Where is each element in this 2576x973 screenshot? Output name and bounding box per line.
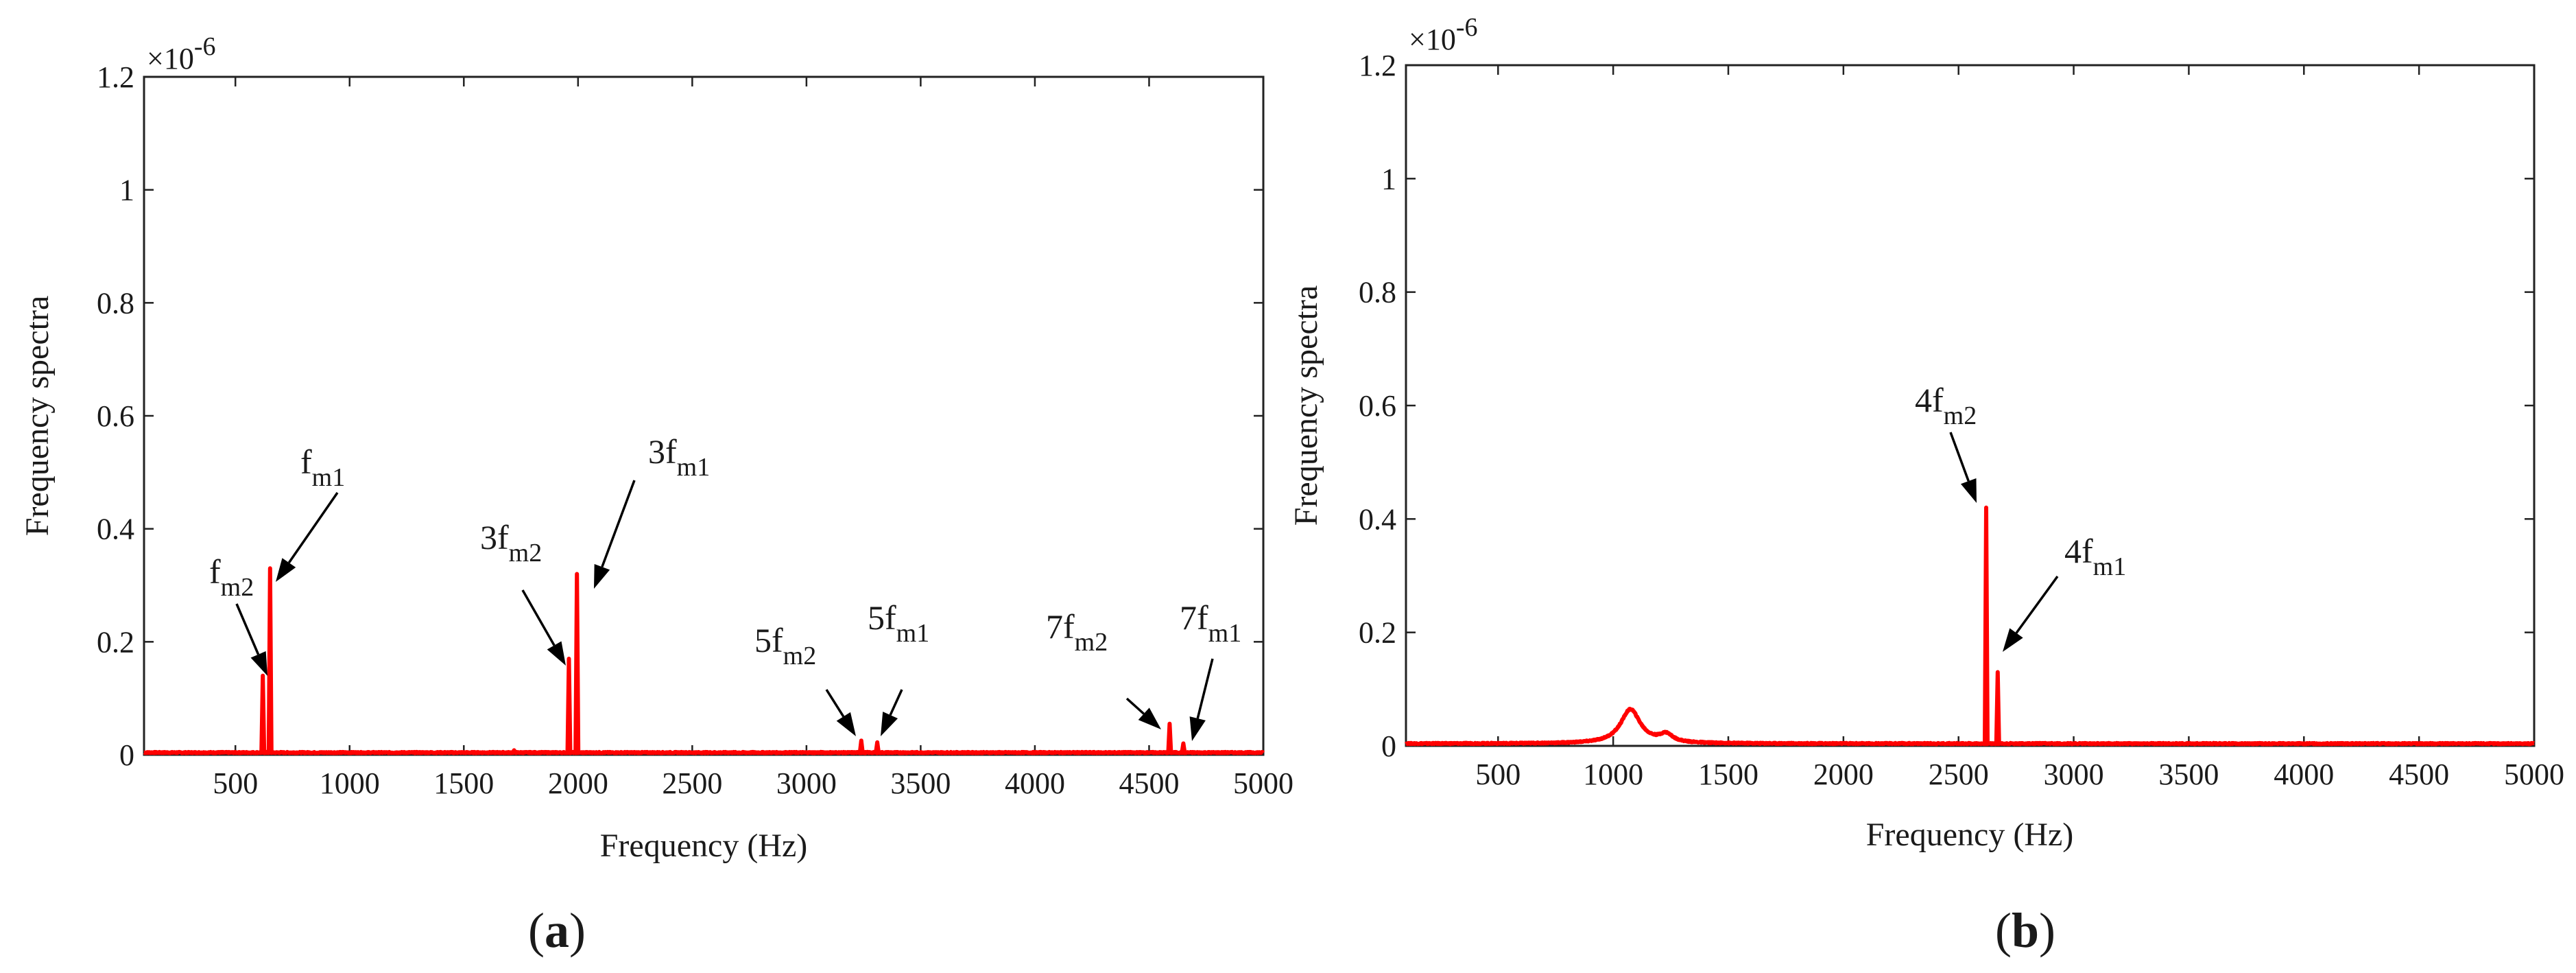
peak-annotation-a: 3fm2 [480, 518, 542, 567]
x-tick-label-b: 4500 [2389, 758, 2449, 791]
y-exponent-label-a: ×10-6 [147, 32, 215, 75]
annotation-arrow-a [235, 603, 260, 655]
annotation-arrow-a [601, 480, 636, 567]
panel-label-b: (b) [1995, 903, 2055, 958]
annotation-arrowhead-a [836, 712, 856, 736]
x-tick-label-b: 3000 [2044, 758, 2104, 791]
annotation-arrow-a [287, 492, 339, 564]
y-exponent-label-b: ×10-6 [1409, 13, 1477, 56]
x-tick-label-b: 5000 [2504, 758, 2564, 791]
y-tick-label-b: 0.2 [1359, 616, 1396, 650]
peak-annotation-a: 5fm2 [754, 621, 816, 670]
annotation-arrowhead-a [250, 651, 267, 676]
annotation-arrow-a [889, 689, 903, 716]
x-tick-label-a: 3000 [776, 766, 837, 800]
x-tick-label-b: 2500 [1929, 758, 1989, 791]
peak-annotation-a: 3fm1 [648, 432, 710, 482]
annotation-arrow-b [1949, 432, 1970, 482]
x-tick-label-b: 4000 [2274, 758, 2334, 791]
y-tick-label-a: 1.2 [97, 60, 134, 94]
peak-annotation-a: fm2 [209, 552, 254, 602]
x-tick-label-a: 5000 [1233, 766, 1293, 800]
y-tick-label-b: 1 [1381, 162, 1396, 196]
annotation-arrow-a [521, 589, 556, 646]
peak-annotation-b: 4fm1 [2064, 532, 2126, 581]
x-tick-label-a: 4000 [1005, 766, 1065, 800]
y-tick-label-a: 0 [119, 738, 134, 772]
annotation-arrow-a [1125, 697, 1145, 715]
peak-annotation-a: 7fm2 [1046, 607, 1108, 657]
peak-annotation-a: fm1 [300, 443, 345, 492]
annotation-arrowhead-a [1189, 716, 1206, 741]
y-tick-label-a: 0.8 [97, 286, 134, 320]
peak-annotation-b: 4fm2 [1915, 381, 1977, 430]
peak-annotation-a: 5fm1 [868, 598, 929, 648]
annotation-arrowhead-a [547, 641, 566, 666]
x-tick-label-a: 2000 [548, 766, 608, 800]
panel-label-a: (a) [528, 903, 586, 958]
x-tick-label-b: 500 [1475, 758, 1520, 791]
panel-b: 500 1000 1500 2000 2500 3000 3500 4000 4500 5000 0… [1288, 13, 2564, 958]
annotation-arrow-a [1196, 658, 1214, 719]
annotations-b: 4fm2 4fm1 [1915, 381, 2126, 652]
x-tick-label-a: 1500 [433, 766, 494, 800]
y-axis-title-a: Frequency spectra [19, 296, 56, 537]
x-tick-label-a: 4500 [1119, 766, 1179, 800]
annotation-arrowhead-a [276, 558, 296, 582]
x-axis-title-a: Frequency (Hz) [600, 828, 808, 864]
x-tick-label-a: 2500 [662, 766, 722, 800]
peak-annotation-a: 7fm1 [1180, 598, 1241, 648]
y-axis-title-b: Frequency spectra [1288, 285, 1324, 526]
y-tick-label-b: 0.8 [1359, 276, 1396, 309]
annotation-arrow-b [2015, 575, 2059, 634]
y-tick-label-b: 0.4 [1359, 502, 1396, 536]
annotation-arrowhead-b [1960, 478, 1977, 503]
y-tick-label-b: 0 [1381, 729, 1396, 763]
ticks-a: 500 1000 1500 2000 2500 3000 3500 4000 4500 5000 0… [97, 60, 1293, 800]
y-tick-label-a: 0.4 [97, 513, 134, 546]
annotations-a: fm2 fm1 3fm2 3fm1 5fm2 5fm1 7fm2 7fm1 [209, 432, 1241, 741]
spectrum-line-a [142, 566, 1265, 755]
panel-a: 500 1000 1500 2000 2500 3000 3500 4000 4500 5000 0… [19, 32, 1293, 958]
y-tick-label-a: 0.6 [97, 399, 134, 433]
annotation-arrowhead-a [594, 563, 610, 589]
x-tick-label-b: 3500 [2158, 758, 2219, 791]
annotation-arrowhead-a [1138, 707, 1161, 729]
ticks-b: 500 1000 1500 2000 2500 3000 3500 4000 4500 5000 0… [1359, 49, 2564, 791]
x-tick-label-a: 500 [213, 766, 258, 800]
annotation-arrowhead-b [2003, 628, 2023, 652]
y-tick-label-a: 1 [119, 174, 134, 207]
y-tick-label-b: 0.6 [1359, 389, 1396, 423]
spectrum-line-b [1404, 505, 2536, 747]
y-tick-label-b: 1.2 [1359, 49, 1396, 82]
annotation-arrowhead-a [881, 712, 898, 736]
x-tick-label-b: 1500 [1698, 758, 1758, 791]
x-tick-label-b: 1000 [1583, 758, 1643, 791]
x-tick-label-b: 2000 [1813, 758, 1874, 791]
x-axis-title-b: Frequency (Hz) [1866, 817, 2074, 853]
y-tick-label-a: 0.2 [97, 625, 134, 659]
annotation-arrow-a [825, 689, 845, 718]
x-tick-label-a: 1000 [320, 766, 380, 800]
x-tick-label-a: 3500 [890, 766, 951, 800]
